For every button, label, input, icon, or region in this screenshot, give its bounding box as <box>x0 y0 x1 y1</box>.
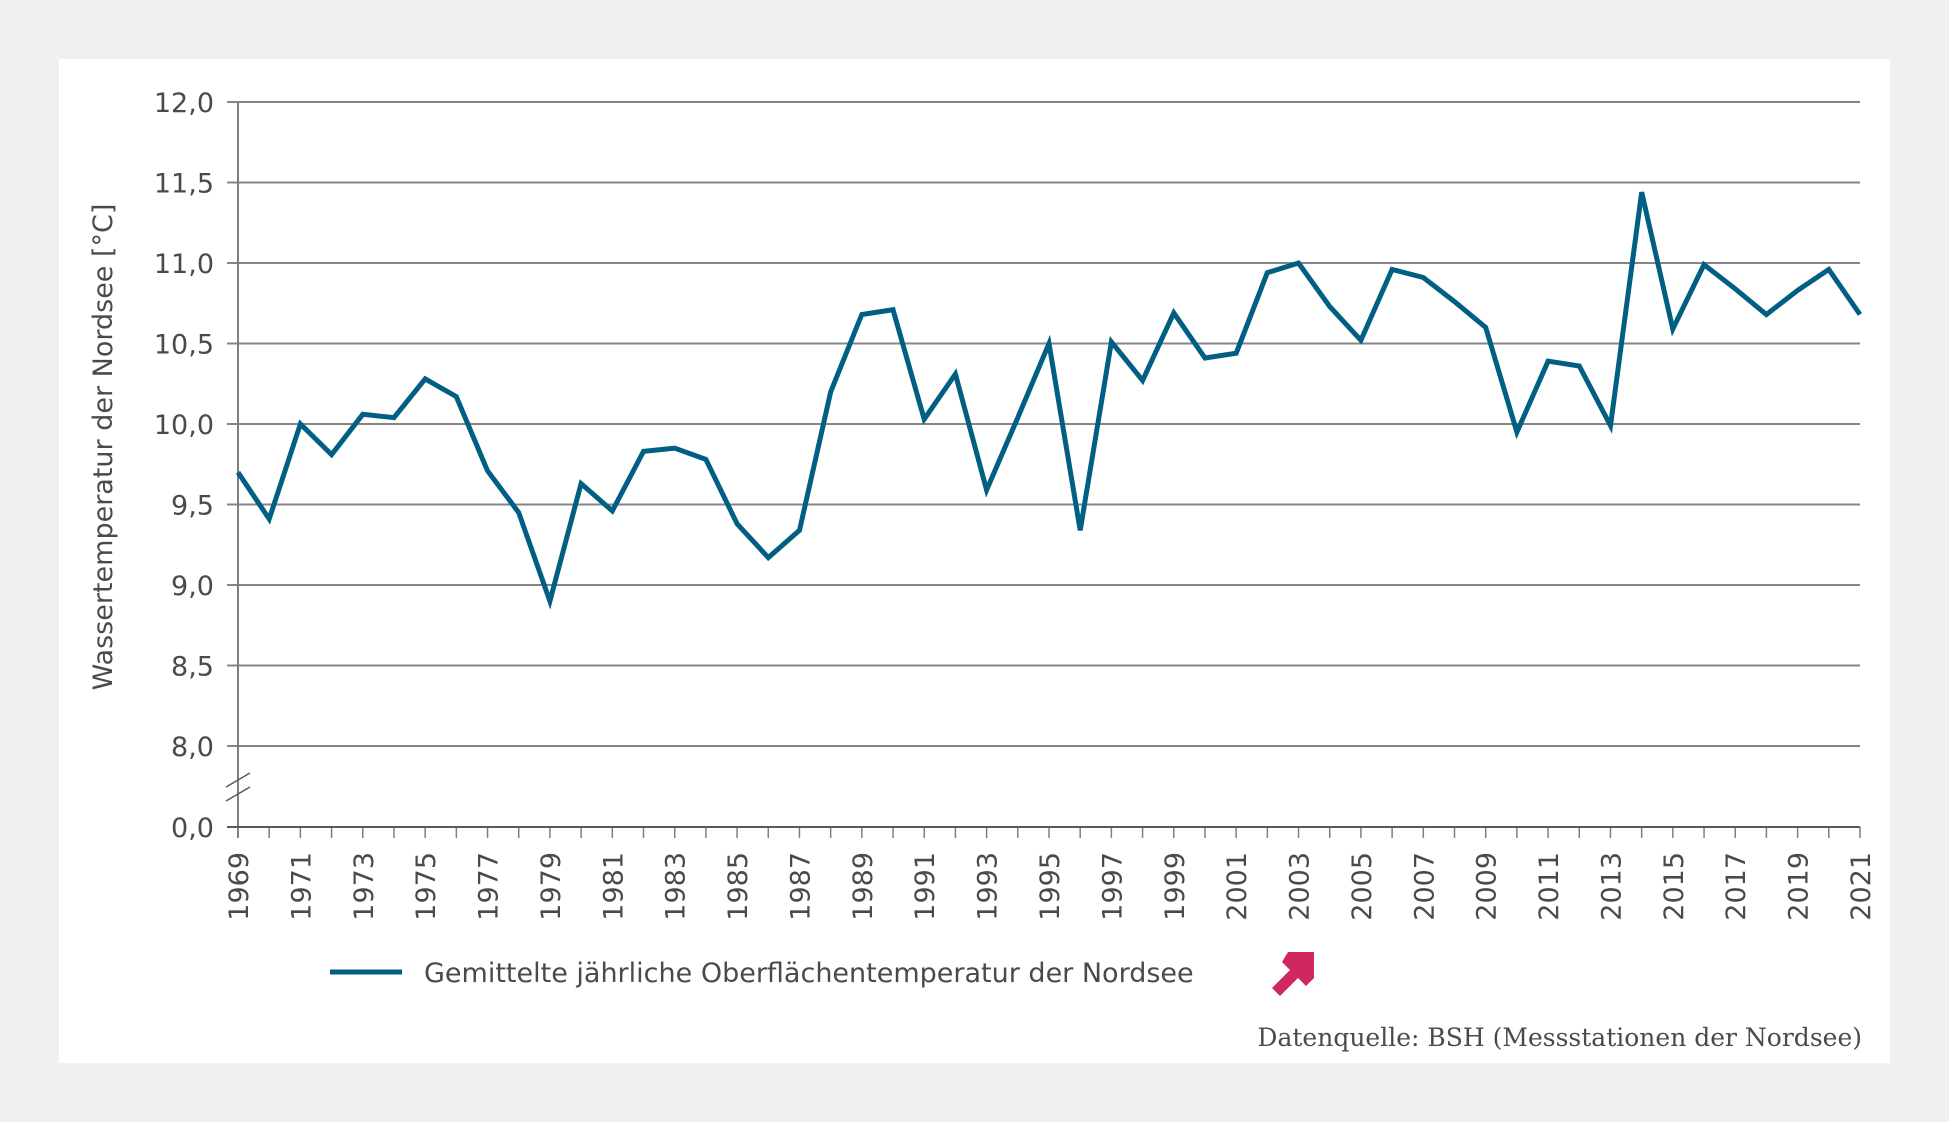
x-tick-label: 1977 <box>474 852 505 921</box>
x-tick-label: 2009 <box>1472 852 1503 921</box>
axis-break-icon <box>225 772 251 802</box>
x-tick-label: 2015 <box>1659 852 1690 921</box>
x-tick-label: 1985 <box>723 852 754 921</box>
x-tick-label: 2019 <box>1784 852 1815 921</box>
arrow-up-right-icon <box>1272 952 1314 996</box>
x-tick-label: 1997 <box>1097 852 1128 921</box>
x-tick-label: 1999 <box>1160 852 1191 921</box>
y-tick-label: 8,0 <box>171 732 214 763</box>
y-tick-label: 10,5 <box>154 330 214 361</box>
x-tick-label: 1983 <box>661 852 692 921</box>
y-tick-label: 12,0 <box>154 88 214 119</box>
x-axis-ticks: 1969 1971 1973 1975 1977 1979 1981 1983 1985 1987… <box>224 827 1877 921</box>
x-tick-label: 2005 <box>1347 852 1378 921</box>
y-tick-label: 10,0 <box>154 410 214 441</box>
x-tick-label: 1975 <box>411 852 442 921</box>
x-tick-label: 1979 <box>536 852 567 921</box>
x-tick-label: 1993 <box>973 852 1004 921</box>
x-tick-label: 1989 <box>848 852 879 921</box>
x-tick-label: 2001 <box>1222 852 1253 921</box>
series-line <box>235 191 1863 610</box>
legend: Gemittelte jährliche Oberflächentemperat… <box>330 952 1314 996</box>
x-tick-label: 2013 <box>1596 852 1627 921</box>
x-tick-label: 2007 <box>1409 852 1440 921</box>
x-tick-label: 1971 <box>286 852 317 921</box>
x-tick-label: 1973 <box>349 852 380 921</box>
x-tick-label: 2021 <box>1846 852 1877 921</box>
x-tick-label: 1995 <box>1035 852 1066 921</box>
y-tick-label: 9,0 <box>171 571 214 602</box>
y-tick-label: 8,5 <box>171 652 214 683</box>
legend-label: Gemittelte jährliche Oberflächentemperat… <box>424 958 1194 989</box>
x-tick-label: 1981 <box>598 852 629 921</box>
y-axis-ticks: 12,0 11,5 11,0 10,5 10,0 9,5 9,0 8,5 8,0 0,0 <box>154 88 214 844</box>
y-tick-label: 11,5 <box>154 169 214 200</box>
series-group <box>235 191 1863 610</box>
x-tick-label: 1991 <box>910 852 941 921</box>
data-source: Datenquelle: BSH (Messstationen der Nord… <box>1257 1023 1862 1052</box>
x-tick-label: 2003 <box>1285 852 1316 921</box>
chart-panel <box>59 59 1890 1063</box>
y-tick-label: 0,0 <box>171 813 214 844</box>
y-axis-label: Wassertemperatur der Nordsee [°C] <box>88 204 119 691</box>
x-tick-label: 2017 <box>1721 852 1752 921</box>
x-tick-label: 1987 <box>785 852 816 921</box>
x-tick-label: 2011 <box>1534 852 1565 921</box>
y-tick-label: 11,0 <box>154 249 214 280</box>
gridlines <box>227 101 1860 747</box>
y-tick-label: 9,5 <box>171 491 214 522</box>
x-tick-label: 1969 <box>224 852 255 921</box>
